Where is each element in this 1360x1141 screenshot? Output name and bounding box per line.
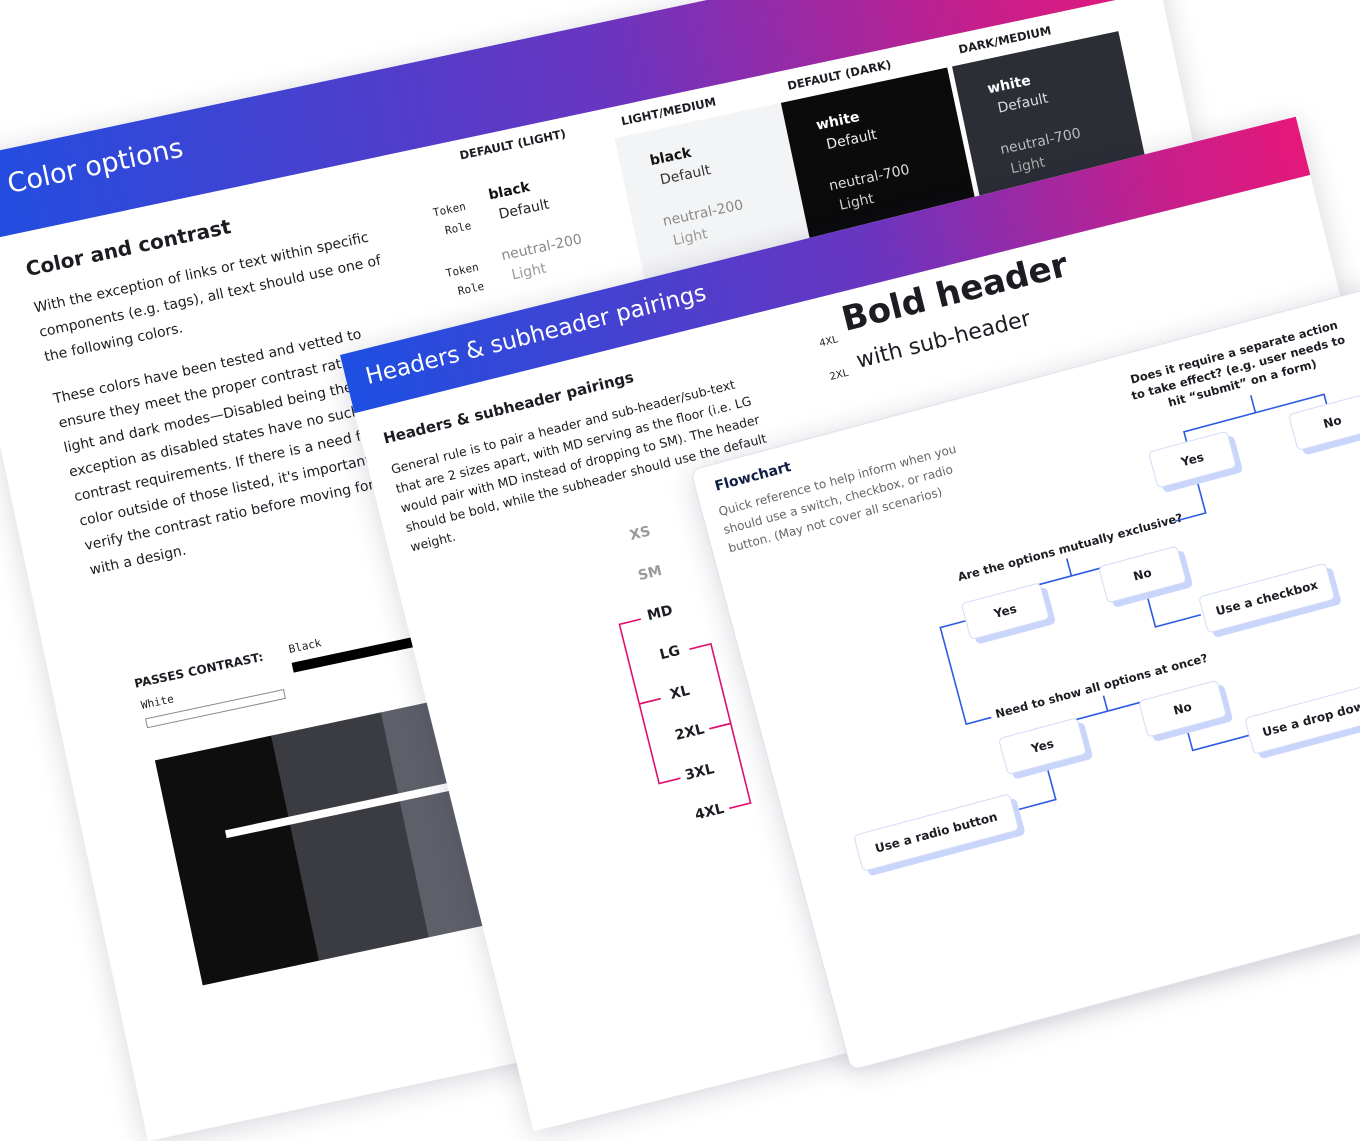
- swatch-label: White: [139, 692, 175, 712]
- size-label: 3XL: [683, 761, 716, 784]
- token: neutral-200: [500, 231, 584, 265]
- flow-node: Use a radio button: [853, 793, 1020, 872]
- connector: [1185, 725, 1249, 752]
- size-label: 4XL: [693, 800, 726, 824]
- card-title: Color options: [4, 132, 186, 200]
- size-label: LG: [658, 642, 682, 664]
- role: Default: [497, 196, 551, 223]
- bracket: [709, 722, 752, 810]
- connectors: [939, 393, 1328, 812]
- size-label: XS: [628, 523, 653, 544]
- row-label: Token: [431, 199, 467, 220]
- size-label: XL: [668, 682, 692, 703]
- row-label: Token: [444, 260, 480, 281]
- size-label: SM: [636, 562, 664, 585]
- role: Light: [510, 260, 548, 284]
- connector: [1182, 393, 1328, 442]
- flowchart-card: Flowchart Quick reference to help inform…: [690, 257, 1360, 1071]
- size-label: 2XL: [828, 367, 850, 383]
- connector: [939, 620, 992, 726]
- connector: [1175, 476, 1207, 522]
- passes-label: PASSES CONTRAST:: [133, 649, 265, 691]
- page: Color options Color and contrast With th…: [0, 0, 1360, 1071]
- flow-node: Yes: [997, 717, 1088, 776]
- connector: [1145, 590, 1202, 628]
- flow-node: No: [1097, 545, 1187, 604]
- flow-node: Use a drop down: [1244, 681, 1360, 755]
- flow-node: Yes: [960, 582, 1050, 641]
- size-label: MD: [645, 602, 675, 625]
- size-label: 2XL: [673, 721, 706, 744]
- brackets: [618, 618, 752, 810]
- token: black: [487, 179, 532, 204]
- headers-card: Headers & subheader pairings Headers & s…: [340, 116, 1360, 1132]
- connector: [1012, 762, 1057, 812]
- flow-node: Yes: [1147, 430, 1237, 489]
- size-label: 4XL: [818, 334, 840, 350]
- row-label: Role: [443, 219, 473, 238]
- flow-node: Use a checkbox: [1198, 562, 1336, 634]
- swatch-label: Black: [287, 636, 323, 656]
- flow-node: No: [1138, 679, 1228, 738]
- bracket: [638, 697, 681, 785]
- row-label: Role: [456, 279, 486, 298]
